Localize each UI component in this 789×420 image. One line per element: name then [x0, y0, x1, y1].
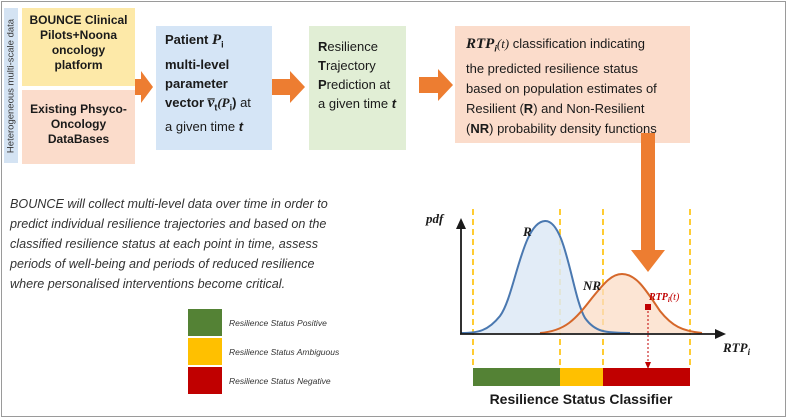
existing-databases-box: Existing Phsyco- Oncology DataBases	[22, 90, 135, 164]
marker-drop-arrowhead	[645, 362, 651, 369]
patient-vector-box: Patient Pi multi-level parameter vector …	[156, 26, 272, 150]
marker-label: RTPi(t)	[648, 292, 680, 304]
bounce-clinical-box: BOUNCE Clinical Pilots+Noona oncology pl…	[22, 8, 135, 86]
class-line-1: classification indicating	[509, 36, 645, 51]
class-nonresilient: ) and Non-Resilient	[533, 100, 645, 116]
classification-box: RTPi(t) classification indicating the pr…	[455, 26, 690, 143]
y-axis-label: pdf	[425, 211, 445, 226]
legend-label-positive: Resilience Status Positive	[229, 318, 327, 328]
rtp-time-symbol: t	[391, 96, 397, 111]
marker-label-arg: (t)	[670, 292, 680, 303]
class-NR: NR	[470, 120, 490, 136]
class-resilient: Resilient (	[466, 100, 524, 116]
vector-sub: t	[214, 102, 218, 113]
legend-swatch-positive	[188, 309, 222, 336]
class-rtp-sub: i	[494, 43, 497, 54]
paragraph-line-3: classified resilience status at each poi…	[10, 237, 318, 251]
legend-swatch-ambiguous	[188, 338, 222, 365]
bounce-line-3: oncology	[51, 43, 106, 57]
paragraph-line-4: periods of well-being and periods of red…	[10, 257, 315, 271]
patient-line-3: parameter	[165, 75, 228, 91]
class-pdf-text: ) probability density functions	[489, 120, 657, 136]
vector-arg-sub: i	[229, 102, 233, 113]
bounce-line-2: Pilots+Noona	[39, 28, 117, 42]
x-axis-arrowhead	[715, 329, 726, 339]
x-axis-label-main: RTP	[722, 340, 749, 355]
rtp-trajectory: rajectory	[325, 58, 376, 73]
classifier-bar-positive	[473, 368, 560, 386]
vector-word: vector	[165, 94, 208, 110]
nr-curve	[539, 272, 703, 334]
arrow-3	[419, 69, 453, 101]
paragraph-line-1: BOUNCE will collect multi-level data ove…	[10, 197, 328, 211]
r-curve-fill	[461, 220, 630, 333]
description-paragraph: BOUNCE will collect multi-level data ove…	[10, 194, 355, 294]
existing-line-3: DataBases	[47, 132, 110, 146]
existing-line-2: Oncology	[50, 117, 107, 131]
patient-time-symbol: t	[238, 119, 244, 135]
legend-swatch-negative	[188, 367, 222, 394]
marker-label-sub: i	[668, 296, 670, 304]
vector-close: )	[232, 94, 237, 110]
class-line-2: the predicted resilience status	[466, 60, 638, 76]
nr-curve-label: NR	[582, 278, 601, 293]
x-axis-label: RTPi	[722, 340, 751, 357]
class-rtp-arg: (t)	[496, 36, 510, 51]
arrow-2	[272, 71, 305, 103]
classifier-bar-negative	[603, 368, 690, 386]
nr-curve-fill	[540, 274, 702, 333]
class-R: R	[523, 100, 534, 116]
rtp-P: P	[318, 77, 327, 92]
marker-point	[645, 304, 651, 310]
classifier-bar-ambiguous	[560, 368, 603, 386]
marker-label-main: RTP	[648, 292, 669, 303]
rtp-resilience: esilience	[327, 39, 378, 54]
arrow-1	[135, 71, 153, 103]
classifier-title: Resilience Status Classifier	[489, 391, 673, 407]
rtp-time-text: a given time	[318, 96, 392, 111]
patient-symbol: P	[211, 32, 222, 48]
bounce-line-4: platform	[54, 58, 103, 72]
legend-label-negative: Resilience Status Negative	[229, 376, 331, 386]
paragraph-line-5: where personalised interventions become …	[10, 277, 286, 291]
heterogeneous-data-label: Heterogeneous multi-scale data	[4, 8, 18, 163]
patient-sub: i	[221, 39, 224, 50]
patient-word: Patient	[165, 32, 212, 47]
rtp-R: R	[318, 39, 328, 54]
vector-symbol: v̅	[207, 94, 215, 111]
existing-line-1: Existing Phsyco-	[30, 102, 127, 116]
class-line-3: based on population estimates of	[466, 80, 657, 96]
rtp-box: Resilience Trajectory Prediction at a gi…	[309, 26, 406, 150]
patient-time-text: a given time	[165, 119, 239, 135]
vector-arg: (P	[217, 94, 230, 110]
r-curve-label: R	[522, 224, 532, 239]
x-axis-label-sub: i	[748, 347, 751, 357]
class-paren: (	[466, 120, 471, 136]
r-curve	[460, 219, 631, 334]
legend-label-ambiguous: Resilience Status Ambiguous	[229, 347, 340, 357]
arrow-down	[631, 133, 665, 272]
y-axis-arrowhead	[456, 218, 466, 229]
vector-at: at	[236, 94, 251, 110]
paragraph-line-2: predict individual resilience trajectori…	[10, 217, 327, 231]
rtp-prediction: rediction at	[326, 77, 391, 92]
rtp-T: T	[318, 58, 326, 73]
bounce-line-1: BOUNCE Clinical	[29, 13, 128, 27]
class-rtp-symbol: RTP	[466, 36, 495, 52]
patient-line-2: multi-level	[165, 56, 230, 72]
